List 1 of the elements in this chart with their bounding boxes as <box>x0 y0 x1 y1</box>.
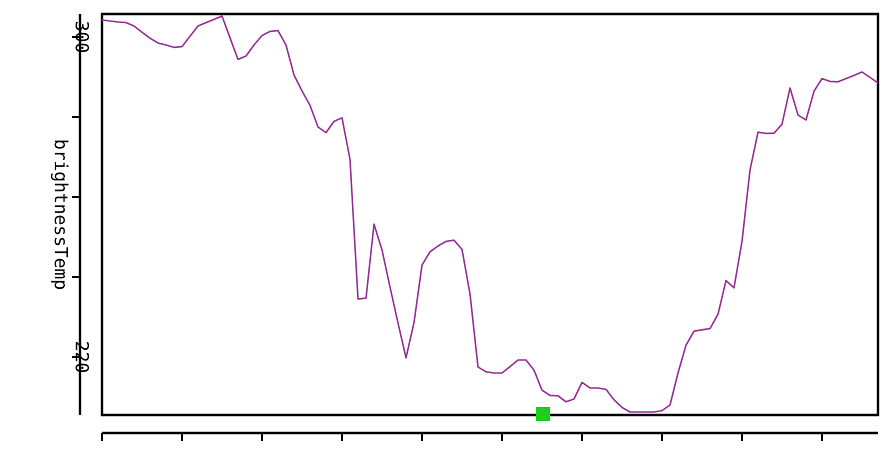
y-axis-title: brightnessTemp <box>50 140 68 289</box>
